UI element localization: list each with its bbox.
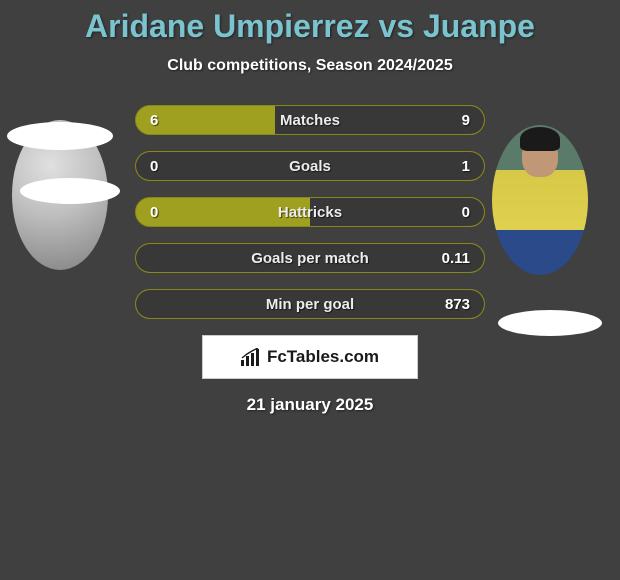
chart-icon — [241, 348, 263, 366]
stat-row: 0Hattricks0 — [135, 197, 485, 227]
stat-label: Min per goal — [136, 290, 484, 318]
decoration-pill — [7, 122, 113, 150]
decoration-pill — [498, 310, 602, 336]
stat-label: Matches — [136, 106, 484, 134]
stat-row: Min per goal873 — [135, 289, 485, 319]
subtitle: Club competitions, Season 2024/2025 — [0, 57, 620, 75]
stat-label: Hattricks — [136, 198, 484, 226]
player-right-avatar — [492, 125, 588, 275]
stat-row: 0Goals1 — [135, 151, 485, 181]
page-title: Aridane Umpierrez vs Juanpe — [0, 0, 620, 45]
brand-text: FcTables.com — [267, 347, 379, 367]
stat-row: Goals per match0.11 — [135, 243, 485, 273]
stat-value-right: 0 — [462, 198, 470, 226]
stat-label: Goals — [136, 152, 484, 180]
stat-label: Goals per match — [136, 244, 484, 272]
stats-list: 6Matches90Goals10Hattricks0Goals per mat… — [135, 105, 485, 319]
stat-value-right: 9 — [462, 106, 470, 134]
date-text: 21 january 2025 — [0, 395, 620, 415]
decoration-pill — [20, 178, 120, 204]
stat-value-right: 1 — [462, 152, 470, 180]
stat-value-right: 873 — [445, 290, 470, 318]
brand-badge[interactable]: FcTables.com — [202, 335, 418, 379]
stat-value-right: 0.11 — [442, 244, 470, 272]
stat-row: 6Matches9 — [135, 105, 485, 135]
